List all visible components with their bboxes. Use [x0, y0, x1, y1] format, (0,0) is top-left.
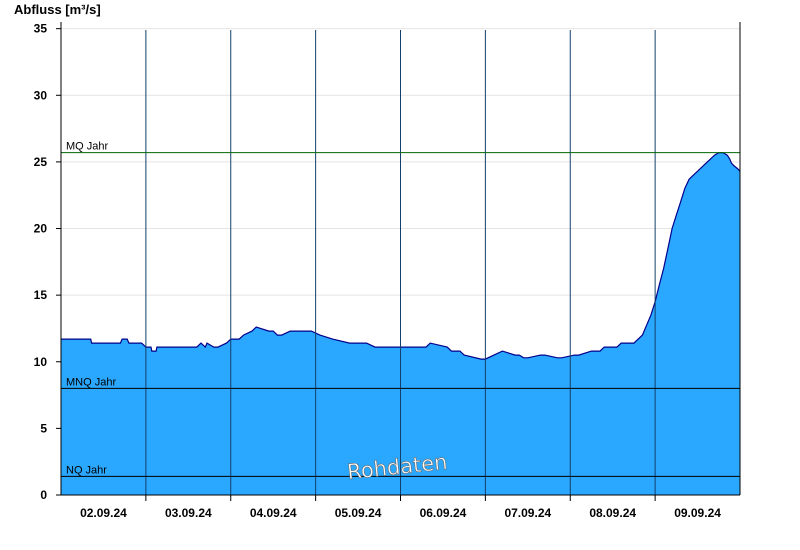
x-tick-label-03.09.24: 03.09.24 [165, 506, 212, 520]
y-tick-label-5: 5 [40, 421, 47, 435]
x-tick-labels: 02.09.24 03.09.24 04.09.24 05.09.24 06.09.24… [80, 495, 721, 520]
reference-lines: MQ Jahr MNQ Jahr NQ Jahr [61, 141, 740, 477]
y-tick-label-20: 20 [34, 222, 48, 236]
y-tick-label-15: 15 [34, 288, 48, 302]
axes [57, 22, 741, 496]
y-tick-label-25: 25 [34, 155, 48, 169]
y-axis-label: Abfluss [m³/s] [14, 2, 101, 17]
discharge-line [61, 152, 741, 360]
x-tick-label-07.09.24: 07.09.24 [504, 506, 551, 520]
x-tick-label-05.09.24: 05.09.24 [335, 506, 382, 520]
y-tick-label-35: 35 [34, 22, 48, 36]
x-tick-label-04.09.24: 04.09.24 [250, 506, 297, 520]
x-tick-label-09.09.24: 09.09.24 [674, 506, 721, 520]
x-tick-label-06.09.24: 06.09.24 [420, 506, 467, 520]
y-tick-label-30: 30 [34, 88, 48, 102]
x-tick-label-08.09.24: 08.09.24 [589, 506, 636, 520]
ref-label-nq-jahr: NQ Jahr [66, 464, 107, 476]
x-tick-label-02.09.24: 02.09.24 [80, 506, 127, 520]
y-tick-label-0: 0 [40, 488, 47, 502]
y-tick-labels: 0 5 10 15 20 25 30 35 [34, 22, 61, 502]
y-tick-label-10: 10 [34, 355, 48, 369]
ref-label-mnq-jahr: MNQ Jahr [66, 376, 116, 388]
ref-label-mq-jahr: MQ Jahr [66, 141, 109, 153]
day-boundary-lines [145, 30, 656, 495]
